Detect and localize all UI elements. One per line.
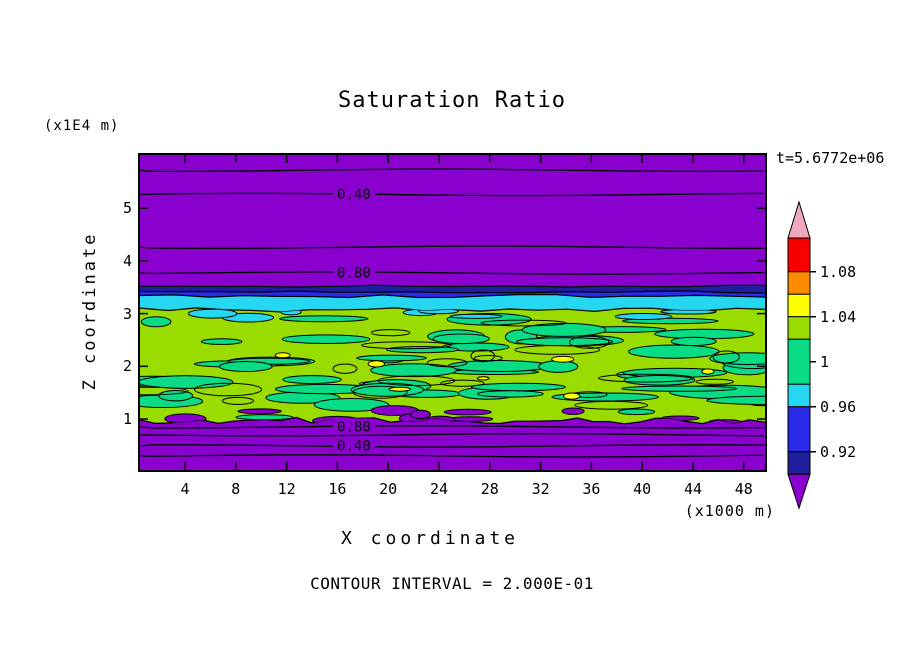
contour-label: 0.80	[337, 419, 371, 435]
x-tick-label: 4	[180, 480, 190, 498]
colorbar-band-red	[787, 237, 811, 273]
x-tick-label: 32	[531, 480, 550, 498]
contour-plot-svg: 0.40 0.80 0.80 0.40	[140, 155, 765, 470]
x-tick-label: 20	[379, 480, 398, 498]
colorbar-arrow-bottom	[787, 473, 811, 510]
y-tick-label: 3	[122, 304, 132, 323]
contour-label: 0.80	[337, 266, 371, 282]
x-tick-label: 24	[429, 480, 449, 498]
x-tick-label: 28	[480, 480, 499, 498]
mottled-saturated-layer	[140, 308, 765, 424]
x-axis-title: X coordinate	[340, 528, 520, 549]
x-tick-label: 40	[633, 480, 652, 498]
colorbar-band-blue	[787, 406, 811, 453]
colorbar-tick-label: 1.08	[820, 262, 857, 281]
x-tick-label: 44	[683, 480, 703, 498]
colorbar-arrow-top	[787, 200, 811, 239]
timestamp-label: t=5.6772e+06	[776, 149, 885, 167]
colorbar-tick-label: 0.96	[820, 397, 857, 416]
colorbar-tick-label: 1	[820, 352, 830, 371]
y-tick-label: 5	[122, 199, 132, 218]
colorbar-band-yellow	[787, 293, 811, 318]
x-tick-label: 16	[328, 480, 347, 498]
colorbar-band-spring-green	[787, 338, 811, 385]
colorbar-tick-label: 0.92	[820, 442, 857, 461]
colorbar-band-cyan	[787, 383, 811, 408]
y-tick-label: 1	[122, 410, 132, 428]
axis-ticks	[140, 155, 765, 470]
contour-label: 0.40	[337, 438, 371, 454]
x-tick-label: 48	[734, 480, 753, 498]
y-tick-label: 4	[122, 251, 132, 270]
colorbar	[787, 200, 816, 510]
line-contours: 0.40 0.80 0.80 0.40	[140, 168, 765, 458]
plot-area: 0.40 0.80 0.80 0.40	[138, 153, 767, 472]
x-tick-label: 36	[582, 480, 601, 498]
contour-label: 0.40	[337, 187, 371, 203]
x-axis-unit-label: (x1000 m)	[684, 502, 775, 520]
contour-interval-note: CONTOUR INTERVAL = 2.000E-01	[310, 574, 594, 593]
x-tick-label: 12	[277, 480, 296, 498]
colorbar-band-navy	[787, 451, 811, 475]
colorbar-tick-label: 1.04	[820, 307, 857, 326]
x-tick-label: 8	[231, 480, 241, 498]
colorbar-band-yellow-green	[787, 316, 811, 340]
y-tick-label: 2	[122, 357, 132, 376]
y-axis-unit-label: (x1E4 m)	[44, 118, 120, 134]
colorbar-band-orange	[787, 271, 811, 295]
chart-title: Saturation Ratio	[338, 88, 566, 113]
